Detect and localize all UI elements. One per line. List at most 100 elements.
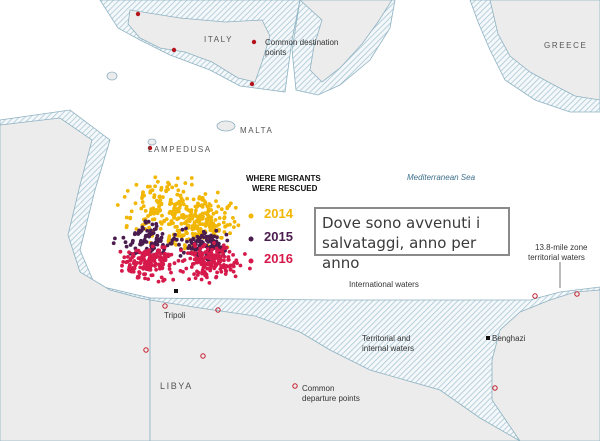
- legend-swatch-2015: [248, 236, 254, 242]
- rescue-dot-2014: [153, 184, 158, 189]
- rescue-dot-2016: [130, 266, 135, 270]
- rescue-dot-2014: [203, 201, 208, 206]
- rescue-dot-2016: [231, 269, 236, 274]
- rescue-dot-2014: [140, 200, 145, 204]
- rescue-dot-2014: [156, 179, 160, 184]
- rescue-dot-2016: [222, 254, 227, 259]
- rescue-dot-2016: [137, 270, 142, 274]
- legend-swatches: [248, 213, 254, 264]
- rescue-dot-2014: [217, 216, 222, 220]
- rescue-dot-2014: [221, 220, 226, 225]
- rescue-dot-2016: [223, 272, 228, 276]
- rescue-dot-2014: [229, 201, 233, 206]
- rescue-dot-2014: [219, 207, 224, 212]
- rescue-dot-2014: [177, 206, 182, 210]
- rescue-dot-2014: [189, 176, 194, 180]
- rescue-dot-2016: [222, 258, 226, 263]
- rescue-dot-2014: [214, 210, 219, 215]
- rescue-dot-2016: [155, 254, 160, 259]
- rescue-dot-2014: [206, 215, 211, 219]
- rescue-dot-2014: [214, 224, 219, 228]
- rescue-dot-2016: [203, 271, 208, 276]
- malta-island: [216, 120, 236, 132]
- departure-point: [492, 385, 498, 391]
- rescue-dot-2016: [224, 245, 229, 250]
- rescue-dot-2016: [193, 251, 197, 255]
- rescue-dot-2014: [141, 204, 146, 209]
- rescue-dot-2015: [165, 243, 170, 248]
- rescue-dot-2014: [164, 217, 169, 222]
- tripoli-marker: [174, 289, 178, 293]
- rescue-dot-2016: [231, 253, 236, 257]
- label-international-waters: International waters: [349, 280, 419, 289]
- rescue-dot-2016: [243, 252, 247, 256]
- destination-point: [249, 81, 255, 87]
- rescue-dot-2014: [200, 222, 205, 227]
- rescue-dot-2016: [220, 249, 224, 254]
- rescue-dot-2015: [225, 238, 230, 243]
- rescue-dot-2015: [130, 240, 135, 245]
- departure-point: [574, 291, 580, 297]
- rescue-dot-2014: [134, 182, 139, 187]
- rescue-dot-2015: [204, 238, 209, 243]
- rescue-dot-2016: [120, 263, 124, 268]
- lampedusa-island: [147, 138, 157, 146]
- rescue-dot-2014: [153, 175, 158, 180]
- rescue-dot-2014: [133, 201, 138, 206]
- rescue-dot-2016: [155, 251, 160, 255]
- rescue-dot-2014: [175, 224, 179, 229]
- rescue-dot-2016: [179, 248, 183, 253]
- rescue-dot-2015: [195, 234, 200, 239]
- rescue-dot-2014: [174, 183, 179, 188]
- benghazi-marker: [486, 336, 490, 340]
- rescue-dot-2014: [128, 216, 133, 221]
- rescue-dot-2014: [174, 243, 178, 247]
- rescue-dot-2016: [190, 262, 195, 266]
- rescue-dot-2014: [162, 219, 167, 224]
- rescue-dot-2016: [219, 269, 224, 274]
- rescue-dot-2016: [200, 251, 205, 256]
- rescue-dot-2016: [135, 261, 140, 265]
- rescue-dot-2014: [198, 227, 203, 231]
- rescue-dot-2014: [155, 211, 160, 216]
- rescue-dot-2016: [193, 276, 198, 280]
- rescue-dot-2015: [144, 240, 149, 244]
- rescue-dot-2016: [120, 269, 124, 273]
- legend-year-2015: 2015: [264, 229, 293, 244]
- rescue-dot-2015: [187, 244, 192, 248]
- rescue-dot-2016: [178, 269, 183, 273]
- rescue-dot-2014: [158, 208, 162, 213]
- rescue-dot-2016: [156, 262, 161, 267]
- label-zone-1: 13.8-mile zone: [535, 243, 588, 252]
- rescue-dot-2016: [221, 243, 226, 248]
- rescue-dot-2014: [209, 208, 214, 212]
- rescue-dot-2016: [176, 258, 181, 263]
- rescue-dot-2014: [185, 196, 190, 201]
- rescue-dot-2015: [149, 228, 153, 233]
- rescue-dot-2014: [203, 192, 208, 196]
- rescue-dot-2016: [146, 258, 151, 263]
- rescue-dot-2014: [166, 180, 170, 185]
- rescue-dot-2015: [214, 228, 219, 233]
- rescue-dot-2016: [140, 253, 145, 258]
- rescue-dot-2014: [158, 198, 163, 203]
- rescue-dot-2016: [128, 258, 133, 263]
- rescue-dot-2015: [113, 236, 117, 241]
- rescue-dot-2015: [178, 254, 183, 258]
- rescue-dot-2014: [152, 195, 157, 200]
- rescue-dot-2016: [198, 246, 203, 251]
- rescue-dot-2016: [135, 275, 140, 280]
- rescue-dot-2014: [165, 185, 170, 189]
- label-lampedusa: LAMPEDUSA: [148, 145, 212, 154]
- rescue-dot-2014: [228, 231, 233, 236]
- destination-point: [251, 39, 257, 45]
- rescue-dot-2014: [222, 215, 227, 220]
- rescue-dot-2016: [217, 254, 222, 259]
- rescue-dot-2015: [141, 226, 146, 231]
- greece-land: [489, 0, 600, 101]
- departure-point: [200, 353, 206, 359]
- rescue-dot-2014: [195, 219, 200, 223]
- rescue-dot-2014: [159, 202, 164, 207]
- rescue-dot-2016: [147, 248, 152, 253]
